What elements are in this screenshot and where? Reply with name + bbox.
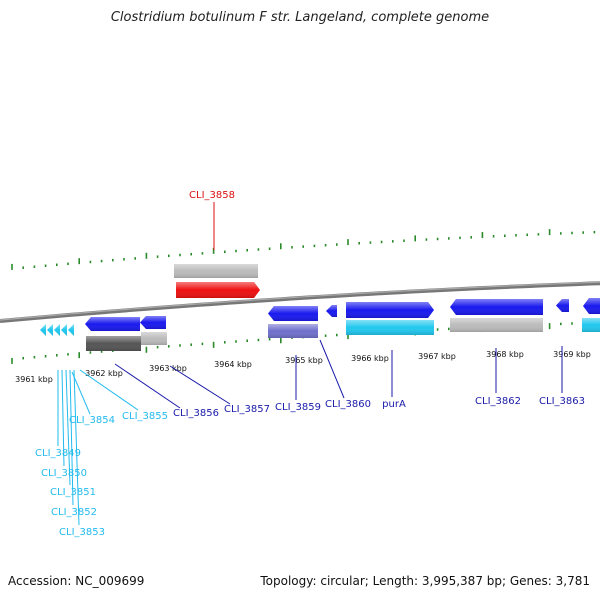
gene-light-blue-small[interactable] — [68, 324, 74, 336]
gene-shine — [61, 324, 67, 336]
gene-shine — [141, 332, 167, 345]
gene-shine — [556, 299, 569, 312]
gene-purple[interactable] — [268, 324, 318, 338]
gene-light-blue-large[interactable] — [346, 320, 434, 335]
gene-shine — [140, 316, 166, 329]
gene-cli-3863[interactable] — [556, 299, 569, 312]
kbp-tick-label: 3964 kbp — [214, 360, 252, 369]
gene-label[interactable]: CLI_3854 — [69, 415, 115, 426]
gene-label[interactable]: CLI_3855 — [122, 411, 168, 422]
gene-light-blue-small[interactable] — [54, 324, 60, 336]
kbp-tick-label: 3968 kbp — [486, 350, 524, 359]
gene-shine — [174, 264, 258, 278]
kbp-tick-label: 3962 kbp — [85, 369, 123, 378]
gene-label[interactable]: CLI_3853 — [59, 527, 105, 538]
genome-backbone — [0, 281, 600, 323]
gene-shine — [54, 324, 60, 336]
gene-shine — [268, 324, 318, 338]
gene-leader-line — [319, 339, 345, 399]
gene-shine — [268, 306, 318, 321]
gene-blue-edge[interactable] — [583, 298, 600, 314]
gene-shine — [582, 318, 600, 332]
gene-light-blue-small[interactable] — [61, 324, 67, 336]
gene-cli-3856[interactable] — [85, 317, 140, 331]
gene-cli-3859[interactable] — [268, 306, 318, 321]
gene-grey-right[interactable] — [450, 318, 543, 332]
upper-tick-row — [11, 229, 596, 270]
gene-shine — [85, 317, 140, 331]
gene-label[interactable]: CLI_3858 — [189, 190, 235, 201]
accession-text: Accession: NC_009699 — [8, 574, 145, 588]
genome-title: Clostridium botulinum F str. Langeland, … — [110, 10, 490, 25]
gene-label[interactable]: CLI_3863 — [539, 396, 585, 407]
gene-shine — [583, 298, 600, 314]
kbp-tick-label: 3963 kbp — [149, 364, 187, 373]
gene-leader-line — [73, 369, 80, 526]
gene-shine — [326, 305, 337, 317]
gene-shine — [450, 318, 543, 332]
gene-light-blue-small[interactable] — [40, 324, 46, 336]
kbp-tick-label: 3967 kbp — [418, 352, 456, 361]
gene-dark-grey[interactable] — [86, 336, 141, 351]
gene-light-blue-edge[interactable] — [582, 318, 600, 332]
gene-cli-3862[interactable] — [450, 299, 543, 315]
gene-leader-line — [65, 369, 71, 486]
gene-leader-line — [69, 369, 74, 506]
gene-cli-3860[interactable] — [326, 305, 337, 317]
gene-shine — [346, 302, 434, 318]
gene-label[interactable]: CLI_3850 — [41, 468, 87, 479]
kbp-labels: 3961 kbp 3962 kbp 3963 kbp 3964 kbp 3965 kbp… — [15, 350, 591, 384]
gene-shine — [346, 320, 434, 335]
gene-label[interactable]: CLI_3859 — [275, 402, 321, 413]
gene-leader-line — [61, 369, 65, 467]
gene-label[interactable]: purA — [382, 399, 406, 410]
gene-labels: CLI_3849CLI_3850CLI_3851CLI_3852CLI_3853… — [35, 190, 585, 538]
gene-leader-line — [71, 371, 91, 415]
gene-label[interactable]: CLI_3856 — [173, 408, 219, 419]
kbp-tick-label: 3966 kbp — [351, 354, 389, 363]
gene-leader-line — [169, 365, 231, 405]
kbp-tick-label: 3961 kbp — [15, 375, 53, 384]
gene-label[interactable]: CLI_3857 — [224, 404, 270, 415]
gene-cli-3857[interactable] — [140, 316, 166, 329]
gene-shine — [47, 324, 53, 336]
gene-leader-line — [79, 369, 139, 411]
gene-shine — [68, 324, 74, 336]
kbp-tick-label: 3969 kbp — [553, 350, 591, 359]
genome-backbone-highlight — [0, 281, 600, 321]
gene-grey-upper[interactable] — [174, 264, 258, 278]
gene-shine — [176, 282, 260, 298]
kbp-tick-label: 3965 kbp — [285, 356, 323, 365]
gene-label[interactable]: CLI_3849 — [35, 448, 81, 459]
gene-label[interactable]: CLI_3852 — [51, 507, 97, 518]
gene-light-blue-small[interactable] — [47, 324, 53, 336]
gene-shine — [40, 324, 46, 336]
gene-leader-line — [114, 363, 181, 409]
gene-grey-small[interactable] — [141, 332, 167, 345]
gene-shine — [450, 299, 543, 315]
gene-label[interactable]: CLI_3860 — [325, 399, 371, 410]
gene-label[interactable]: CLI_3862 — [475, 396, 521, 407]
gene-cli-3858[interactable] — [176, 282, 260, 298]
genome-summary-text: Topology: circular; Length: 3,995,387 bp… — [260, 574, 590, 588]
gene-shine — [86, 336, 141, 351]
gene-pura[interactable] — [346, 302, 434, 318]
